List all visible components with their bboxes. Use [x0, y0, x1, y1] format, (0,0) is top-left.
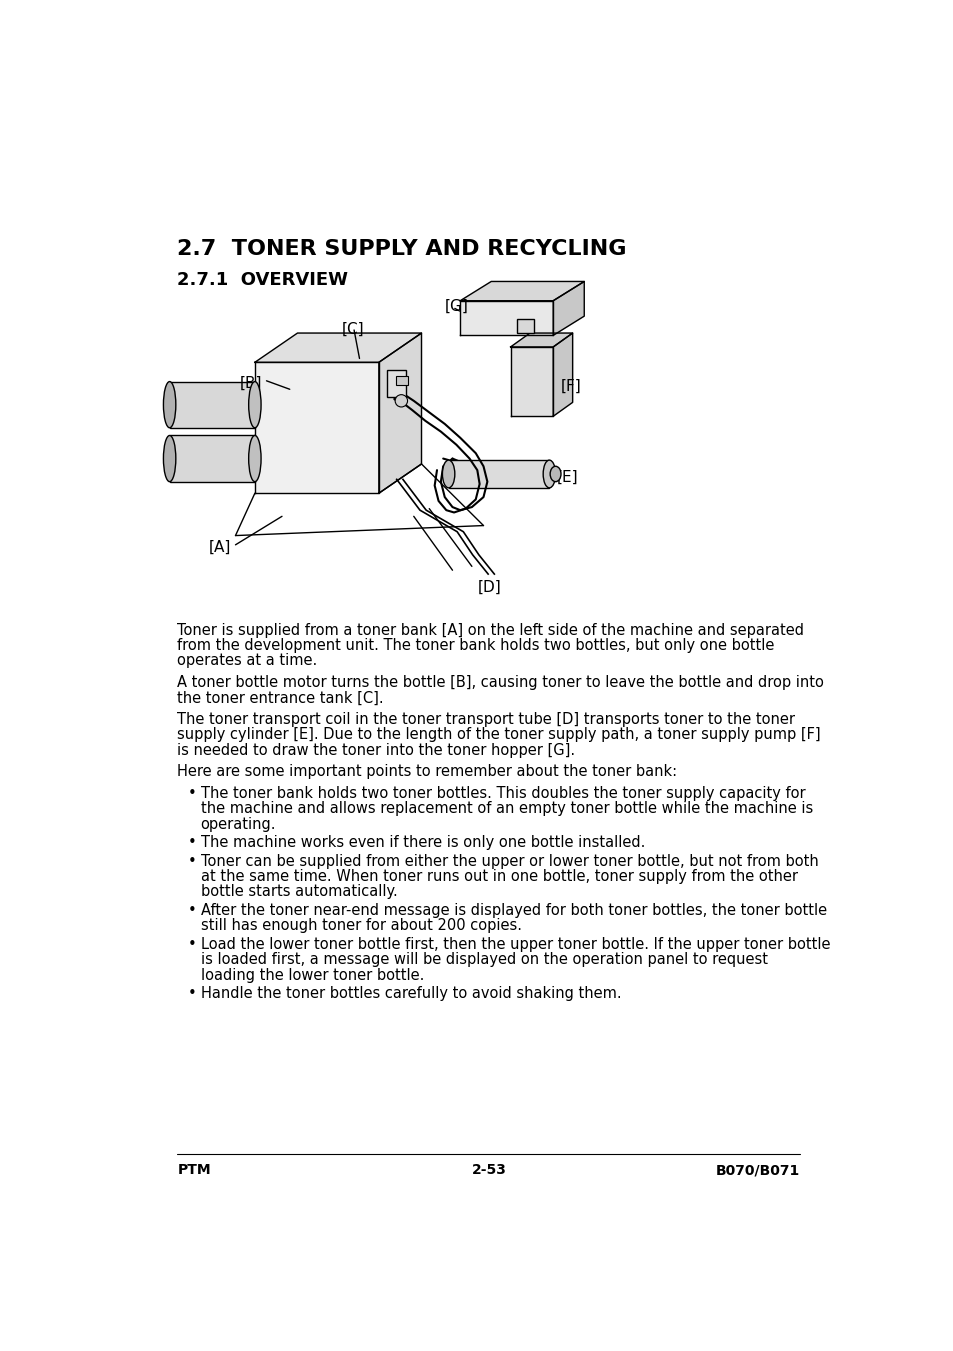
Ellipse shape: [249, 435, 261, 482]
Bar: [170, 381, 254, 428]
Polygon shape: [553, 281, 583, 335]
Bar: [517, 319, 534, 334]
Text: After the toner near-end message is displayed for both toner bottles, the toner : After the toner near-end message is disp…: [200, 902, 826, 917]
Text: •: •: [187, 786, 196, 801]
Text: operating.: operating.: [200, 816, 275, 832]
Text: A toner bottle motor turns the bottle [B], causing toner to leave the bottle and: A toner bottle motor turns the bottle [B…: [177, 676, 823, 690]
Ellipse shape: [163, 435, 175, 482]
Text: still has enough toner for about 200 copies.: still has enough toner for about 200 cop…: [200, 919, 521, 934]
Bar: [170, 435, 254, 482]
Text: 2.7  TONER SUPPLY AND RECYCLING: 2.7 TONER SUPPLY AND RECYCLING: [177, 239, 626, 259]
Text: The toner transport coil in the toner transport tube [D] transports toner to the: The toner transport coil in the toner tr…: [177, 712, 795, 727]
Bar: [448, 461, 549, 488]
Text: [F]: [F]: [560, 380, 581, 394]
Text: from the development unit. The toner bank holds two bottles, but only one bottle: from the development unit. The toner ban…: [177, 638, 774, 653]
Text: PTM: PTM: [177, 1163, 211, 1177]
Text: at the same time. When toner runs out in one bottle, toner supply from the other: at the same time. When toner runs out in…: [200, 869, 797, 884]
Bar: [395, 376, 407, 385]
Text: supply cylinder [E]. Due to the length of the toner supply path, a toner supply : supply cylinder [E]. Due to the length o…: [177, 727, 821, 742]
Text: B070/B071: B070/B071: [716, 1163, 800, 1177]
Text: the toner entrance tank [C].: the toner entrance tank [C].: [177, 690, 384, 705]
Ellipse shape: [550, 466, 560, 482]
Text: The machine works even if there is only one bottle installed.: The machine works even if there is only …: [200, 835, 644, 850]
Text: •: •: [187, 936, 196, 951]
Text: Handle the toner bottles carefully to avoid shaking them.: Handle the toner bottles carefully to av…: [200, 986, 620, 1001]
Polygon shape: [378, 334, 421, 493]
Polygon shape: [254, 334, 421, 362]
Text: operates at a time.: operates at a time.: [177, 654, 317, 669]
Text: 2.7.1  OVERVIEW: 2.7.1 OVERVIEW: [177, 272, 348, 289]
Bar: [386, 370, 406, 397]
Text: is needed to draw the toner into the toner hopper [G].: is needed to draw the toner into the ton…: [177, 743, 575, 758]
Text: [A]: [A]: [208, 539, 231, 554]
Polygon shape: [553, 334, 572, 416]
Text: [B]: [B]: [239, 376, 262, 392]
Text: the machine and allows replacement of an empty toner bottle while the machine is: the machine and allows replacement of an…: [200, 801, 812, 816]
Text: [E]: [E]: [557, 470, 578, 485]
Text: Toner can be supplied from either the upper or lower toner bottle, but not from : Toner can be supplied from either the up…: [200, 854, 818, 869]
Text: 2-53: 2-53: [471, 1163, 506, 1177]
Text: loading the lower toner bottle.: loading the lower toner bottle.: [200, 967, 423, 982]
Text: •: •: [187, 854, 196, 869]
Ellipse shape: [163, 381, 175, 428]
Text: The toner bank holds two toner bottles. This doubles the toner supply capacity f: The toner bank holds two toner bottles. …: [200, 786, 804, 801]
Text: Here are some important points to remember about the toner bank:: Here are some important points to rememb…: [177, 765, 677, 780]
Text: Load the lower toner bottle first, then the upper toner bottle. If the upper ton: Load the lower toner bottle first, then …: [200, 936, 829, 951]
Polygon shape: [510, 347, 553, 416]
Polygon shape: [459, 301, 553, 335]
Ellipse shape: [542, 461, 555, 488]
Ellipse shape: [249, 381, 261, 428]
Text: bottle starts automatically.: bottle starts automatically.: [200, 885, 397, 900]
Text: Toner is supplied from a toner bank [A] on the left side of the machine and sepa: Toner is supplied from a toner bank [A] …: [177, 623, 803, 638]
Polygon shape: [254, 362, 378, 493]
Text: [G]: [G]: [444, 299, 468, 315]
Polygon shape: [459, 281, 583, 301]
Text: [C]: [C]: [341, 322, 364, 336]
Text: •: •: [187, 835, 196, 850]
Text: is loaded first, a message will be displayed on the operation panel to request: is loaded first, a message will be displ…: [200, 952, 767, 967]
Text: •: •: [187, 902, 196, 917]
Polygon shape: [510, 334, 572, 347]
Circle shape: [395, 394, 407, 407]
Ellipse shape: [442, 461, 455, 488]
Text: [D]: [D]: [476, 580, 500, 596]
Text: •: •: [187, 986, 196, 1001]
